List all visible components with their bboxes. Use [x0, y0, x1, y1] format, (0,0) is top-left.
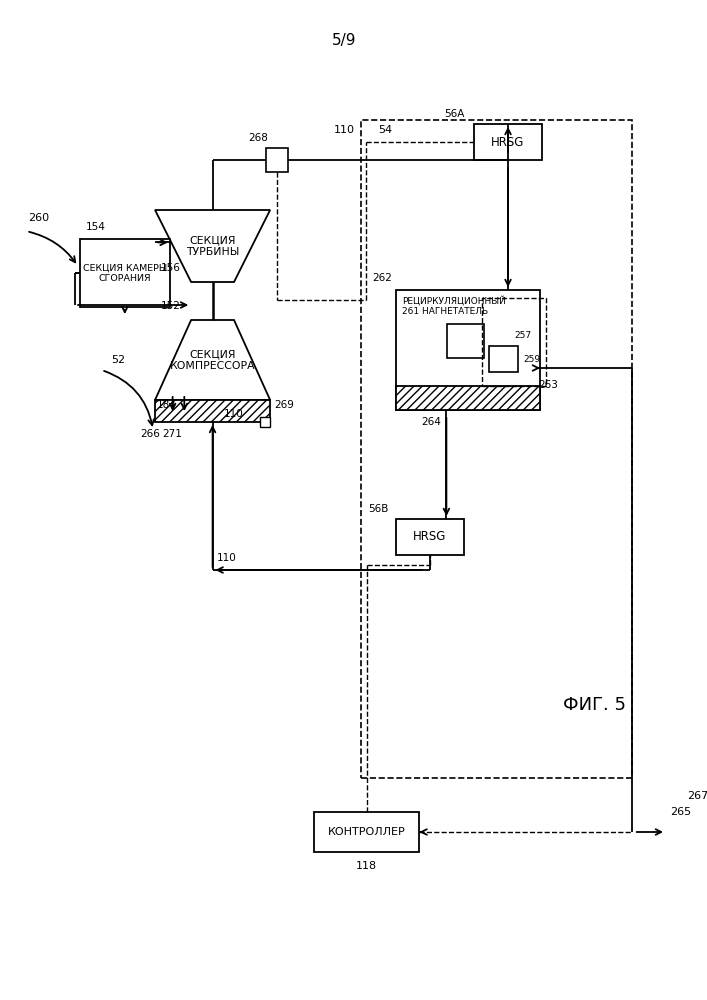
Text: 154: 154 — [86, 222, 105, 232]
Text: СЕКЦИЯ КАМЕРЫ
СГОРАНИЯ: СЕКЦИЯ КАМЕРЫ СГОРАНИЯ — [83, 263, 167, 283]
Text: 259: 259 — [524, 356, 541, 364]
Bar — [80, 239, 170, 307]
Text: 262: 262 — [373, 273, 392, 283]
Text: 257: 257 — [514, 330, 531, 340]
Text: СЕКЦИЯ
КОМПРЕССОРА: СЕКЦИЯ КОМПРЕССОРА — [170, 349, 255, 371]
Bar — [361, 120, 632, 778]
Bar — [489, 346, 518, 372]
Bar — [260, 417, 270, 427]
Text: 5/9: 5/9 — [332, 32, 356, 47]
Text: 260: 260 — [28, 213, 49, 223]
Bar — [314, 812, 419, 852]
Polygon shape — [155, 320, 270, 400]
Text: 268: 268 — [248, 133, 269, 143]
Polygon shape — [155, 210, 270, 282]
Bar — [474, 124, 542, 160]
Text: 184: 184 — [157, 400, 177, 410]
Text: 56B: 56B — [368, 504, 389, 514]
Text: 269: 269 — [274, 400, 293, 410]
Bar — [396, 519, 464, 555]
Text: 118: 118 — [356, 861, 378, 871]
Text: КОНТРОЛЛЕР: КОНТРОЛЛЕР — [328, 827, 406, 837]
Text: HRSG: HRSG — [491, 135, 525, 148]
Text: 54: 54 — [378, 125, 392, 135]
Text: 271: 271 — [163, 429, 182, 439]
Text: 263: 263 — [538, 380, 558, 390]
Text: 110: 110 — [334, 125, 355, 135]
Text: 110: 110 — [216, 553, 236, 563]
Bar — [447, 324, 484, 358]
Bar — [155, 400, 270, 422]
Bar — [481, 298, 546, 386]
Text: 52: 52 — [111, 355, 125, 365]
Text: 265: 265 — [670, 807, 691, 817]
Bar — [396, 386, 540, 410]
Text: HRSG: HRSG — [414, 530, 447, 544]
Text: 110: 110 — [224, 409, 244, 419]
Text: ФИГ. 5: ФИГ. 5 — [563, 696, 626, 714]
Text: 264: 264 — [421, 417, 440, 427]
Text: 266: 266 — [140, 429, 160, 439]
Text: 267: 267 — [687, 791, 707, 801]
Text: 56A: 56A — [444, 109, 464, 119]
Text: СЕКЦИЯ
ТУРБИНЫ: СЕКЦИЯ ТУРБИНЫ — [186, 235, 239, 257]
Text: 156: 156 — [160, 263, 180, 273]
Text: РЕЦИРКУЛЯЦИОННЫЙ
261 НАГНЕТАТЕЛЬ: РЕЦИРКУЛЯЦИОННЫЙ 261 НАГНЕТАТЕЛЬ — [402, 296, 506, 316]
Bar — [396, 290, 540, 410]
Text: 152: 152 — [160, 301, 180, 311]
Bar — [267, 148, 288, 172]
